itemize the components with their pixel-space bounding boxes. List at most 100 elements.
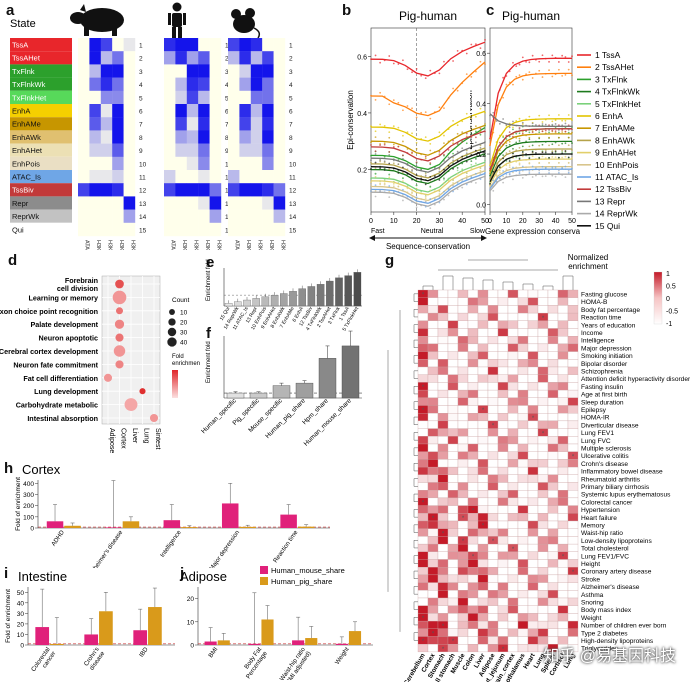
- significance-star: *: [442, 647, 445, 653]
- state-label: EnhAHet: [12, 146, 43, 155]
- data-point: [388, 150, 391, 153]
- heat-cell: [517, 328, 529, 337]
- significance-star: *: [422, 385, 425, 391]
- heat-cell: [447, 436, 459, 445]
- heat-cell: [112, 156, 124, 171]
- trait-label: Weight: [581, 615, 602, 622]
- state-swatch: [10, 51, 72, 65]
- data-point: [498, 166, 501, 169]
- heat-cell: [417, 620, 429, 629]
- heat-cell: [467, 366, 479, 375]
- heat-cell: [437, 505, 449, 514]
- state-label: EnhA: [12, 107, 30, 116]
- significance-star: *: [572, 570, 575, 576]
- heat-cell: [487, 374, 499, 383]
- heat-cell: [527, 397, 539, 406]
- heat-cell: [467, 297, 479, 306]
- heat-cell: [437, 582, 449, 591]
- heat-cell: [567, 536, 579, 545]
- heat-cell: [497, 613, 509, 622]
- data-point: [512, 152, 514, 155]
- heat-cell: [239, 170, 251, 184]
- heat-cell: [112, 90, 124, 105]
- heat-cell: [262, 170, 274, 184]
- category-label: Major depression: [208, 529, 241, 568]
- heat-cell: [78, 130, 90, 144]
- heat-cell: [467, 543, 479, 552]
- heat-cell: [537, 359, 549, 368]
- heat-cell: [547, 312, 559, 321]
- heat-cell: [457, 420, 469, 429]
- heat-cell: [100, 170, 113, 184]
- bar: [316, 284, 325, 307]
- human-torso: [172, 13, 182, 27]
- bar: [297, 526, 315, 528]
- heat-cell: [537, 482, 549, 491]
- data-point: [498, 141, 501, 144]
- heat-cell: [547, 513, 559, 522]
- heat-cell: [487, 613, 499, 622]
- heat-cell: [417, 374, 429, 383]
- heat-cell: [567, 590, 579, 599]
- heat-cell: [507, 490, 519, 499]
- heat-cell: [517, 490, 529, 499]
- heat-cell: [487, 320, 499, 329]
- heat-cell: [567, 428, 579, 437]
- data-point: [470, 117, 473, 120]
- heat-cell: [437, 628, 449, 637]
- data-point: [571, 151, 573, 154]
- heat-cell: [437, 320, 449, 329]
- heat-cell: [467, 312, 479, 321]
- heat-cell: [497, 636, 509, 645]
- data-point: [564, 165, 567, 168]
- heat-cell: [547, 520, 559, 529]
- heat-cell: [487, 551, 499, 560]
- data-point: [518, 117, 521, 120]
- heat-cell: [112, 77, 124, 91]
- heat-cell: [427, 551, 439, 560]
- heat-cell: [417, 428, 429, 437]
- heat-cell: [437, 305, 449, 314]
- heat-cell: [427, 567, 439, 576]
- heat-cell: [557, 382, 569, 391]
- heat-cell: [507, 505, 519, 514]
- heat-cell: [437, 312, 449, 321]
- heat-cell: [175, 77, 187, 91]
- mark-label: H3K4me1: [118, 240, 124, 250]
- heat-cell: [477, 605, 489, 614]
- heat-cell: [262, 183, 274, 197]
- heat-cell: [228, 38, 240, 52]
- category-label: Human_pig_share: [264, 397, 307, 440]
- heat-cell: [507, 297, 519, 306]
- bar: [204, 641, 217, 645]
- heat-cell: [467, 536, 479, 545]
- heat-cell: [437, 382, 449, 391]
- state-number: 14: [289, 214, 297, 221]
- data-point: [456, 132, 459, 135]
- heat-cell: [567, 389, 579, 398]
- series-line: [489, 57, 572, 139]
- data-point: [370, 168, 372, 170]
- bar: [307, 286, 316, 307]
- data-point: [564, 56, 567, 58]
- heat-cell: [123, 64, 136, 78]
- data-point: [538, 169, 541, 172]
- data-point: [383, 124, 386, 127]
- data-point: [561, 151, 564, 153]
- panel-letter-c: c: [486, 2, 495, 19]
- data-point: [518, 146, 521, 149]
- significance-star: *: [482, 408, 485, 414]
- x-tick-label: 50: [481, 218, 489, 225]
- data-point: [508, 150, 511, 153]
- heat-cell: [567, 343, 579, 352]
- data-point: [465, 142, 468, 145]
- heat-cell: [557, 536, 569, 545]
- heat-cell: [427, 582, 439, 591]
- data-point: [388, 103, 391, 106]
- heat-cell: [547, 551, 559, 560]
- heat-cell: [547, 613, 559, 622]
- data-point: [397, 190, 400, 193]
- heat-cell: [567, 597, 579, 606]
- go-term-label: Fat cell differentiation: [23, 374, 98, 383]
